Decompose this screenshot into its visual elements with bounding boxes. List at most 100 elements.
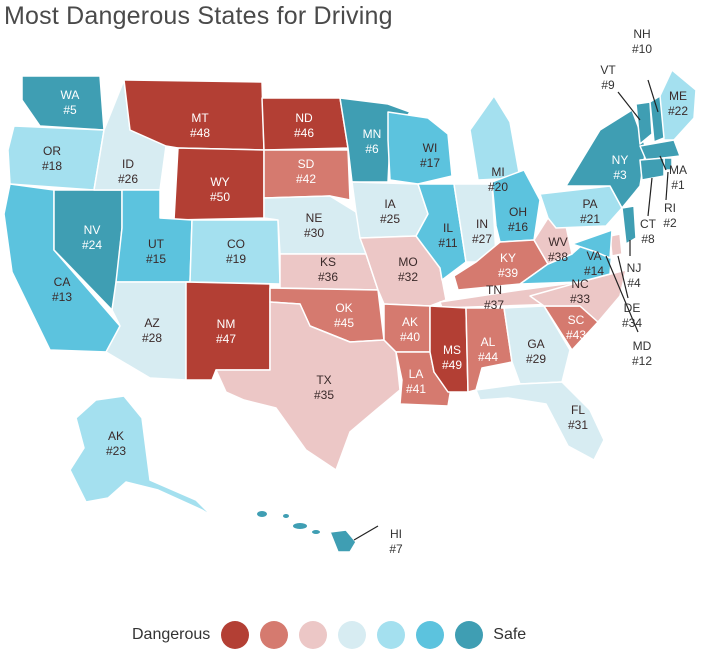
state-abbr-ak-23: AK <box>108 429 124 443</box>
state-abbr-nm-47: NM <box>217 317 236 331</box>
legend-swatch-7 <box>455 621 484 649</box>
state-rank-ne-30: #30 <box>304 226 324 240</box>
state-abbr-nj-4: NJ <box>627 261 642 275</box>
state-shape-ne-30 <box>263 195 367 255</box>
state-rank-wi-17: #17 <box>420 156 440 170</box>
state-abbr-nd-46: ND <box>295 111 313 125</box>
state-abbr-ak-40: AK <box>402 315 418 329</box>
state-rank-hi-7: #7 <box>389 542 403 556</box>
hawaii-islet-3 <box>293 523 307 529</box>
state-abbr-va-14: VA <box>586 249 601 263</box>
state-shape-ct-8 <box>639 157 665 181</box>
leader-line-de-34 <box>617 255 629 299</box>
state-abbr-ks-36: KS <box>320 255 336 269</box>
state-rank-ri-2: #2 <box>663 216 677 230</box>
state-shape-or-18 <box>7 125 105 191</box>
state-abbr-mi-20: MI <box>491 165 504 179</box>
state-abbr-mo-32: MO <box>398 255 417 269</box>
state-abbr-ia-25: IA <box>384 197 395 211</box>
hawaii-islet-4 <box>312 530 320 534</box>
state-rank-ia-25: #25 <box>380 212 400 226</box>
state-shape-fl-31 <box>475 381 605 461</box>
state-abbr-ky-39: KY <box>500 251 516 265</box>
legend-swatch-4 <box>338 621 367 649</box>
state-rank-ny-3: #3 <box>613 168 627 182</box>
state-abbr-ma-1: MA <box>669 163 687 177</box>
state-shape-nm-47 <box>185 281 271 381</box>
state-abbr-ms-49: MS <box>443 343 461 357</box>
state-rank-ga-29: #29 <box>526 352 546 366</box>
state-abbr-wa-5: WA <box>61 88 80 102</box>
state-rank-nc-33: #33 <box>570 292 590 306</box>
state-abbr-vt-9: VT <box>600 63 616 77</box>
state-abbr-ny-3: NY <box>612 153 629 167</box>
state-rank-nm-47: #47 <box>216 332 236 346</box>
state-rank-va-14: #14 <box>584 264 604 278</box>
state-rank-ak-23: #23 <box>106 444 126 458</box>
state-abbr-tn-37: TN <box>486 283 502 297</box>
state-abbr-ne-30: NE <box>306 211 323 225</box>
state-shape-me-22 <box>657 69 697 141</box>
state-abbr-ca-13: CA <box>54 275 71 289</box>
state-rank-pa-21: #21 <box>580 212 600 226</box>
state-abbr-hi-7: HI <box>390 527 402 541</box>
state-shape-mi-20 <box>469 95 521 181</box>
map-title: Most Dangerous States for Driving <box>4 2 393 30</box>
state-abbr-ct-8: CT <box>640 217 657 231</box>
state-shape-nj-4 <box>621 205 637 245</box>
state-abbr-pa-21: PA <box>582 197 597 211</box>
legend-swatch-1 <box>221 621 250 649</box>
state-abbr-in-27: IN <box>476 217 488 231</box>
leader-line-vt-9 <box>617 91 641 121</box>
state-abbr-nh-10: NH <box>633 27 650 41</box>
state-shape-sd-42 <box>263 149 351 201</box>
state-shape-vt-9 <box>635 101 653 145</box>
state-abbr-tx-35: TX <box>316 373 331 387</box>
state-rank-al-44: #44 <box>478 350 498 364</box>
state-rank-id-26: #26 <box>118 172 138 186</box>
state-rank-or-18: #18 <box>42 159 62 173</box>
state-rank-oh-16: #16 <box>508 220 528 234</box>
state-rank-ak-40: #40 <box>400 330 420 344</box>
state-abbr-md-12: MD <box>633 339 652 353</box>
state-rank-ct-8: #8 <box>641 232 655 246</box>
state-rank-ca-13: #13 <box>52 290 72 304</box>
state-abbr-fl-31: FL <box>571 403 585 417</box>
legend-swatch-3 <box>299 621 328 649</box>
state-abbr-or-18: OR <box>43 144 61 158</box>
state-rank-ky-39: #39 <box>498 266 518 280</box>
state-rank-wa-5: #5 <box>63 103 77 117</box>
us-choropleth-map: WA#5 OR#18 CA#13 NV#24 ID#26 MT#48 WY#50 UT#15 A… <box>3 27 697 556</box>
state-shape-ma-1 <box>639 139 681 161</box>
state-rank-de-34: #34 <box>622 316 642 330</box>
state-abbr-co-19: CO <box>227 237 245 251</box>
leader-line-nh-10 <box>647 79 659 113</box>
state-rank-tx-35: #35 <box>314 388 334 402</box>
state-rank-ut-15: #15 <box>146 252 166 266</box>
state-abbr-id-26: ID <box>122 157 134 171</box>
state-abbr-nc-33: NC <box>571 277 589 291</box>
legend-swatch-5 <box>377 621 406 649</box>
state-abbr-ok-45: OK <box>335 301 352 315</box>
state-abbr-wy-50: WY <box>210 175 229 189</box>
state-rank-mn-6: #6 <box>365 142 379 156</box>
state-rank-wy-50: #50 <box>210 190 230 204</box>
state-abbr-oh-16: OH <box>509 205 527 219</box>
state-rank-la-41: #41 <box>406 382 426 396</box>
state-rank-ms-49: #49 <box>442 358 462 372</box>
leader-line-hi-7 <box>353 525 379 541</box>
state-shape-az-28 <box>105 281 191 381</box>
state-abbr-ga-29: GA <box>527 337 544 351</box>
state-rank-nd-46: #46 <box>294 126 314 140</box>
legend-dangerous-label: Dangerous <box>132 626 211 643</box>
state-abbr-de-34: DE <box>624 301 641 315</box>
state-rank-fl-31: #31 <box>568 418 588 432</box>
state-abbr-sc-43: SC <box>568 313 585 327</box>
state-rank-tn-37: #37 <box>484 298 504 312</box>
state-abbr-az-28: AZ <box>144 316 159 330</box>
state-abbr-mt-48: MT <box>191 111 209 125</box>
state-abbr-wv-38: WV <box>548 235 567 249</box>
state-rank-in-27: #27 <box>472 232 492 246</box>
state-rank-wv-38: #38 <box>548 250 568 264</box>
leader-line-md-12 <box>605 255 639 333</box>
